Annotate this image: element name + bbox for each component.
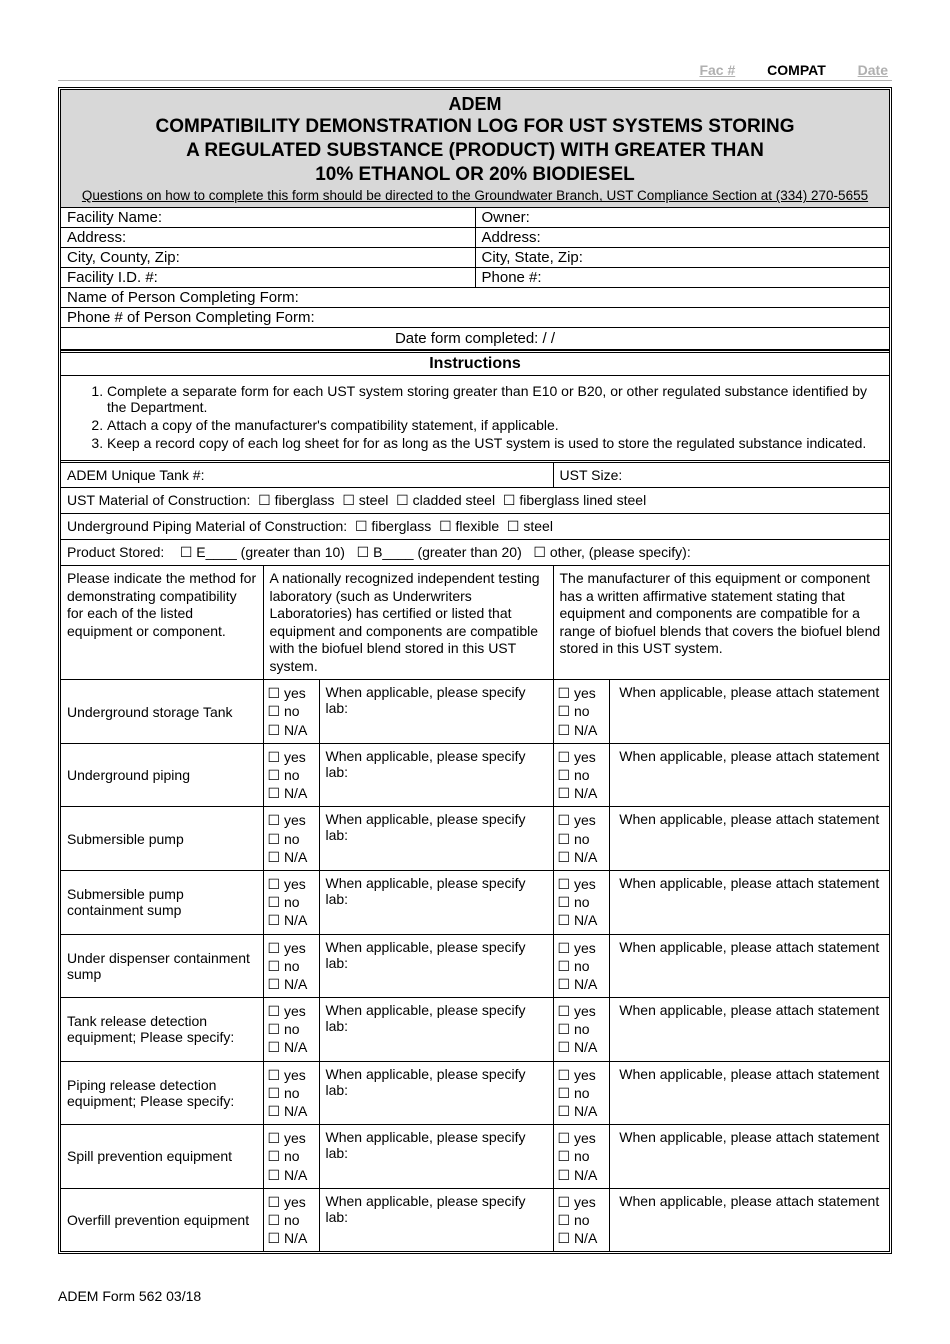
equip-attach: When applicable, please attach statement xyxy=(609,680,889,744)
product-other-checkbox[interactable]: ☐ other, (please specify): xyxy=(533,544,690,560)
address-field[interactable]: Address: xyxy=(61,228,475,248)
instruction-1: Complete a separate form for each UST sy… xyxy=(107,382,877,416)
facility-info-table: Facility Name: Owner: Address: Address: … xyxy=(61,208,889,328)
owner-address-field[interactable]: Address: xyxy=(475,228,889,248)
main-grid: ADEM Unique Tank #: UST Size: UST Materi… xyxy=(61,463,889,1251)
equip-label: Piping release detection equipment; Plea… xyxy=(61,1061,263,1125)
equip-lab-yn[interactable]: ☐ yes☐ no☐ N/A xyxy=(263,1188,319,1251)
pipe-mat-fiberglass-checkbox[interactable]: ☐ fiberglass xyxy=(355,518,431,534)
method-head-left: Please indicate the method for demonstra… xyxy=(61,566,263,680)
facility-id-field[interactable]: Facility I.D. #: xyxy=(61,268,475,288)
fac-label: Fac # xyxy=(699,62,735,78)
owner-field[interactable]: Owner: xyxy=(475,208,889,228)
product-e-checkbox[interactable]: ☐ E____ (greater than 10) xyxy=(180,544,345,560)
equip-mfr-yn[interactable]: ☐ yes☐ no☐ N/A xyxy=(553,807,609,871)
date-completed-field[interactable]: Date form completed: / / xyxy=(61,328,889,350)
adem-tank-field[interactable]: ADEM Unique Tank #: xyxy=(61,463,553,488)
compat-label: COMPAT xyxy=(739,62,854,78)
instruction-2: Attach a copy of the manufacturer's comp… xyxy=(107,416,877,434)
equip-lab-spec[interactable]: When applicable, please specify lab: xyxy=(319,680,553,744)
equip-mfr-yn[interactable]: ☐ yes☐ no☐ N/A xyxy=(553,934,609,998)
equip-mfr-yn[interactable]: ☐ yes☐ no☐ N/A xyxy=(553,1188,609,1251)
main-title-3: 10% ETHANOL OR 20% BIODIESEL xyxy=(63,163,887,187)
equip-lab-yn[interactable]: ☐ yes☐ no☐ N/A xyxy=(263,1125,319,1189)
ust-mat-lined-checkbox[interactable]: ☐ fiberglass lined steel xyxy=(503,492,646,508)
method-head-mid: A nationally recognized independent test… xyxy=(263,566,553,680)
form-frame: ADEM COMPATIBILITY DEMONSTRATION LOG FOR… xyxy=(58,87,892,1254)
equip-lab-yn[interactable]: ☐ yes☐ no☐ N/A xyxy=(263,870,319,934)
phone-field[interactable]: Phone #: xyxy=(475,268,889,288)
equip-lab-yn[interactable]: ☐ yes☐ no☐ N/A xyxy=(263,934,319,998)
method-head-right: The manufacturer of this equipment or co… xyxy=(553,566,889,680)
ust-mat-cladded-checkbox[interactable]: ☐ cladded steel xyxy=(396,492,495,508)
equip-attach: When applicable, please attach statement xyxy=(609,998,889,1062)
instructions-body: Complete a separate form for each UST sy… xyxy=(61,376,889,463)
equip-mfr-yn[interactable]: ☐ yes☐ no☐ N/A xyxy=(553,680,609,744)
instruction-3: Keep a record copy of each log sheet for… xyxy=(107,434,877,452)
equip-lab-spec[interactable]: When applicable, please specify lab: xyxy=(319,1125,553,1189)
city-county-zip-field[interactable]: City, County, Zip: xyxy=(61,248,475,268)
equip-label: Tank release detection equipment; Please… xyxy=(61,998,263,1062)
equip-lab-spec[interactable]: When applicable, please specify lab: xyxy=(319,807,553,871)
equip-lab-spec[interactable]: When applicable, please specify lab: xyxy=(319,870,553,934)
equip-attach: When applicable, please attach statement xyxy=(609,807,889,871)
equip-attach: When applicable, please attach statement xyxy=(609,1188,889,1251)
equip-lab-yn[interactable]: ☐ yes☐ no☐ N/A xyxy=(263,680,319,744)
equip-attach: When applicable, please attach statement xyxy=(609,743,889,807)
ust-mat-steel-checkbox[interactable]: ☐ steel xyxy=(342,492,388,508)
ust-mat-fiberglass-checkbox[interactable]: ☐ fiberglass xyxy=(258,492,334,508)
equip-mfr-yn[interactable]: ☐ yes☐ no☐ N/A xyxy=(553,1125,609,1189)
equip-label: Submersible pump xyxy=(61,807,263,871)
page-top-header: Fac # COMPAT Date xyxy=(58,62,892,81)
instructions-heading: Instructions xyxy=(61,350,889,376)
equip-lab-spec[interactable]: When applicable, please specify lab: xyxy=(319,934,553,998)
equip-lab-yn[interactable]: ☐ yes☐ no☐ N/A xyxy=(263,1061,319,1125)
piping-material-row: Underground Piping Material of Construct… xyxy=(61,514,889,540)
equip-lab-spec[interactable]: When applicable, please specify lab: xyxy=(319,743,553,807)
instructions-list: Complete a separate form for each UST sy… xyxy=(73,382,877,452)
equip-mfr-yn[interactable]: ☐ yes☐ no☐ N/A xyxy=(553,743,609,807)
facility-name-field[interactable]: Facility Name: xyxy=(61,208,475,228)
title-block: ADEM COMPATIBILITY DEMONSTRATION LOG FOR… xyxy=(61,90,889,208)
date-label: Date xyxy=(858,62,888,78)
product-stored-label: Product Stored: xyxy=(67,544,164,560)
equip-label: Submersible pump containment sump xyxy=(61,870,263,934)
ust-material-row: UST Material of Construction: ☐ fibergla… xyxy=(61,488,889,514)
person-name-field[interactable]: Name of Person Completing Form: xyxy=(61,288,889,308)
equip-label: Spill prevention equipment xyxy=(61,1125,263,1189)
equip-lab-spec[interactable]: When applicable, please specify lab: xyxy=(319,1061,553,1125)
person-phone-field[interactable]: Phone # of Person Completing Form: xyxy=(61,308,889,328)
equip-attach: When applicable, please attach statement xyxy=(609,1125,889,1189)
equip-attach: When applicable, please attach statement xyxy=(609,934,889,998)
title-sub: Questions on how to complete this form s… xyxy=(63,186,887,205)
pipe-mat-flexible-checkbox[interactable]: ☐ flexible xyxy=(439,518,499,534)
ust-material-label: UST Material of Construction: xyxy=(67,492,250,508)
equip-label: Underground piping xyxy=(61,743,263,807)
equip-lab-yn[interactable]: ☐ yes☐ no☐ N/A xyxy=(263,998,319,1062)
main-title-2: A REGULATED SUBSTANCE (PRODUCT) WITH GRE… xyxy=(63,139,887,163)
equip-attach: When applicable, please attach statement xyxy=(609,1061,889,1125)
piping-material-label: Underground Piping Material of Construct… xyxy=(67,518,347,534)
equip-label: Overfill prevention equipment xyxy=(61,1188,263,1251)
city-state-zip-field[interactable]: City, State, Zip: xyxy=(475,248,889,268)
equip-label: Underground storage Tank xyxy=(61,680,263,744)
equip-lab-spec[interactable]: When applicable, please specify lab: xyxy=(319,998,553,1062)
pipe-mat-steel-checkbox[interactable]: ☐ steel xyxy=(507,518,553,534)
main-title-1: COMPATIBILITY DEMONSTRATION LOG FOR UST … xyxy=(63,115,887,139)
product-stored-row: Product Stored: ☐ E____ (greater than 10… xyxy=(61,540,889,566)
equip-label: Under dispenser containment sump xyxy=(61,934,263,998)
equip-mfr-yn[interactable]: ☐ yes☐ no☐ N/A xyxy=(553,870,609,934)
equip-lab-spec[interactable]: When applicable, please specify lab: xyxy=(319,1188,553,1251)
ust-size-field[interactable]: UST Size: xyxy=(553,463,889,488)
equip-attach: When applicable, please attach statement xyxy=(609,870,889,934)
equip-mfr-yn[interactable]: ☐ yes☐ no☐ N/A xyxy=(553,998,609,1062)
equip-lab-yn[interactable]: ☐ yes☐ no☐ N/A xyxy=(263,743,319,807)
adem-heading: ADEM xyxy=(63,94,887,115)
equip-mfr-yn[interactable]: ☐ yes☐ no☐ N/A xyxy=(553,1061,609,1125)
product-b-checkbox[interactable]: ☐ B____ (greater than 20) xyxy=(357,544,522,560)
form-footer: ADEM Form 562 03/18 xyxy=(58,1254,892,1304)
equip-lab-yn[interactable]: ☐ yes☐ no☐ N/A xyxy=(263,807,319,871)
